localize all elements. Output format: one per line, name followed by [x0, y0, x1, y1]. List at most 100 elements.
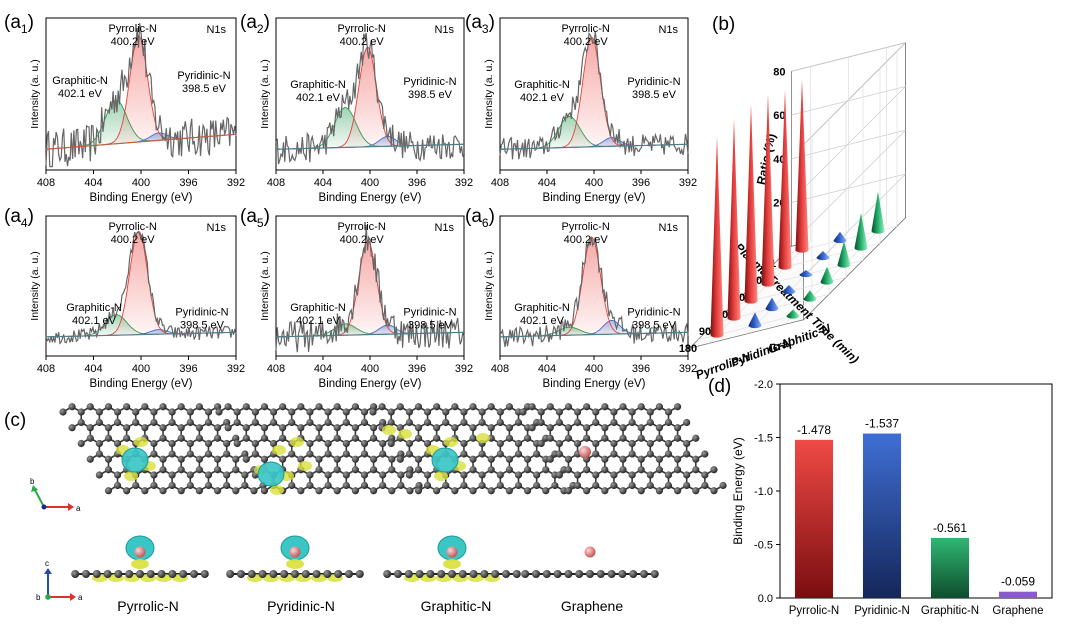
- label-pyridinic-name: Pyridinic-N: [175, 306, 228, 318]
- xps-xtick-label: 396: [632, 363, 650, 375]
- carbon-atom: [537, 408, 545, 416]
- carbon-atom: [397, 471, 405, 479]
- carbon-atom: [204, 418, 213, 427]
- carbon-atom: [351, 487, 359, 495]
- carbon-atom: [86, 455, 94, 463]
- carbon-atom: [104, 455, 113, 463]
- carbon-atom: [351, 455, 359, 463]
- xps-xlabel: Binding Energy (eV): [543, 192, 646, 204]
- carbon-atom: [379, 471, 387, 479]
- xps-xtick-label: 408: [267, 177, 285, 189]
- carbon-atom: [223, 481, 231, 490]
- carbon-atom: [601, 434, 609, 442]
- xps-xtick-label: 404: [538, 363, 556, 375]
- carbon-atom: [423, 418, 432, 427]
- charge-accumulation: [443, 559, 461, 569]
- carbon-atom: [637, 403, 645, 411]
- carbon-atom: [103, 570, 112, 578]
- panel-label-a2: (a2): [240, 12, 270, 36]
- y-tick-label: -0.5: [754, 540, 773, 552]
- xps-ylabel: Intensity (a. u.): [29, 251, 41, 320]
- carbon-atom: [157, 570, 166, 578]
- carbon-atom: [242, 434, 250, 442]
- carbon-atom: [433, 424, 441, 432]
- xps-xtick-label: 392: [455, 363, 473, 375]
- xps-xtick-label: 400: [585, 177, 603, 189]
- carbon-atom: [637, 424, 645, 432]
- y-tick-label: 0.0: [758, 593, 773, 605]
- carbon-atom: [628, 450, 636, 458]
- label-pyridinic-name: Pyridinic-N: [627, 76, 680, 88]
- carbon-atom: [242, 403, 250, 411]
- xps-xtick-label: 404: [84, 363, 102, 375]
- carbon-atom: [232, 466, 240, 474]
- carbon-atom: [442, 408, 450, 416]
- carbon-atom: [414, 487, 423, 495]
- time-tick-label: 90: [699, 326, 711, 338]
- carbon-atom: [505, 455, 513, 463]
- carbon-atom: [502, 570, 510, 578]
- carbon-atom: [710, 487, 718, 495]
- carbon-atom: [150, 408, 158, 416]
- carbon-atom: [601, 455, 609, 463]
- carbon-atom: [537, 439, 545, 448]
- carbon-atom: [573, 481, 582, 490]
- carbon-atom: [113, 471, 122, 479]
- carbon-atom: [528, 403, 536, 411]
- xps-xtick-label: 408: [37, 363, 55, 375]
- carbon-atom: [297, 487, 305, 495]
- side-view-pyridinic: [226, 535, 364, 582]
- carbon-atom: [232, 455, 240, 463]
- y-tick-label: -1.0: [754, 486, 773, 498]
- charge-depletion: [121, 447, 149, 473]
- carbon-atom: [177, 455, 185, 463]
- carbon-atom: [260, 487, 269, 495]
- xps-raw-data: [499, 236, 689, 347]
- carbon-atom: [224, 403, 232, 411]
- carbon-atom: [396, 455, 404, 463]
- carbon-atom: [491, 570, 500, 578]
- carbon-atom: [423, 408, 432, 416]
- side-view-pyrrolic: [71, 535, 209, 582]
- floor-grid-c: [746, 231, 849, 335]
- carbon-atom: [279, 403, 287, 411]
- carbon-atom: [360, 418, 369, 427]
- carbon-atom: [628, 418, 636, 427]
- xps-element-label: N1s: [434, 24, 454, 36]
- panel-label-a1: (a1): [4, 12, 34, 36]
- xps-baseline: [45, 331, 237, 338]
- carbon-atom: [532, 570, 540, 578]
- carbon-atom: [301, 570, 310, 578]
- carbon-atom: [646, 450, 654, 458]
- cone-bar: [727, 118, 741, 321]
- carbon-atom: [168, 418, 176, 427]
- carbon-atom: [95, 471, 103, 479]
- carbon-atom: [114, 570, 123, 578]
- carbon-atom: [168, 450, 176, 458]
- carbon-atom: [150, 439, 158, 448]
- xps-ylabel: Intensity (a. u.): [259, 59, 271, 128]
- carbon-atom: [655, 403, 663, 411]
- xps-xtick-label: 404: [314, 177, 332, 189]
- carbon-atom: [113, 439, 122, 448]
- carbon-atom: [360, 471, 369, 479]
- carbon-atom: [141, 487, 149, 495]
- carbon-atom: [555, 418, 563, 427]
- charge-accumulation: [434, 471, 448, 481]
- carbon-atom: [514, 481, 523, 490]
- carbon-atom: [701, 471, 709, 479]
- xps-panel-3: (a3) 408 404 400 396 392 Binding Energy (eV) In…: [465, 12, 697, 204]
- carbon-atom: [573, 418, 582, 427]
- carbon-atom: [312, 570, 321, 578]
- carbon-atom: [433, 403, 441, 411]
- panel-label-d: (d): [708, 376, 731, 397]
- xps-xtick-label: 400: [585, 363, 603, 375]
- label-graphitic-name: Graphitic-N: [52, 75, 108, 87]
- y-tick-label: -1.5: [754, 433, 773, 445]
- carbon-atom: [242, 455, 250, 463]
- carbon-atom: [141, 403, 149, 411]
- carbon-atom: [619, 424, 627, 432]
- xps-panel-6: (a6) 408 404 400 396 392 Binding Energy (eV) In…: [465, 206, 697, 390]
- label-pyridinic-energy: 398.5 eV: [182, 83, 227, 95]
